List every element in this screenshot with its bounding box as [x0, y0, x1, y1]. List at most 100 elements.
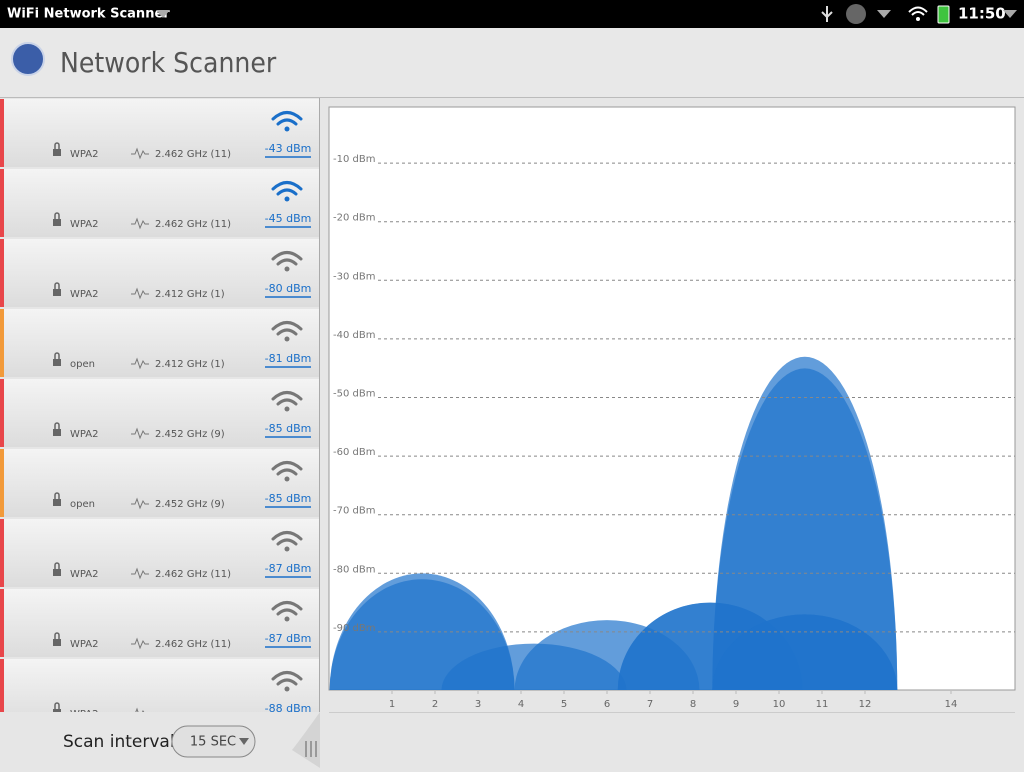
scan-interval-label: Scan interval:	[63, 732, 180, 752]
security-stripe	[0, 589, 4, 657]
header-title: Network Scanner	[60, 46, 277, 79]
lock-shackle	[54, 142, 60, 149]
lock-icon	[53, 359, 61, 366]
system-menu-arrow[interactable]	[1003, 10, 1017, 18]
frequency: 2.462 GHz (11)	[155, 639, 231, 650]
y-tick-label: -50 dBm	[333, 389, 375, 400]
x-tick-label: 14	[945, 699, 958, 710]
header	[0, 28, 1024, 98]
x-tick-label: 4	[518, 699, 524, 710]
lock-icon	[53, 499, 61, 506]
frequency-icon	[131, 637, 149, 650]
signal-dot	[284, 616, 290, 622]
scan-interval-value[interactable]: 15 SEC	[190, 735, 236, 750]
signal-dot	[284, 686, 290, 692]
x-tick-label: 2	[432, 699, 438, 710]
lock-shackle	[54, 352, 60, 359]
frequency-icon	[131, 147, 149, 160]
y-tick-label: -60 dBm	[333, 447, 375, 458]
lock-icon	[53, 289, 61, 296]
security-stripe	[0, 659, 4, 712]
security-stripe	[0, 309, 4, 377]
y-tick-label: -70 dBm	[333, 506, 375, 517]
y-tick-label: -30 dBm	[333, 271, 375, 282]
signal-icon	[271, 111, 303, 126]
security-stripe	[0, 519, 4, 587]
signal-dot	[284, 476, 290, 482]
signal-icon	[271, 461, 303, 476]
wifi-status-icon	[908, 6, 928, 16]
signal-icon	[271, 531, 303, 546]
x-tick-label: 6	[604, 699, 610, 710]
signal-strength: -43 dBm	[265, 142, 312, 155]
network-list: WPA2 2.462 GHz (11) -43 dBm WPA2 2.462 GHz (…	[0, 99, 319, 727]
x-tick-label: 12	[859, 699, 872, 710]
security-stripe	[0, 169, 4, 237]
signal-strength: -45 dBm	[265, 212, 312, 225]
lock-shackle	[54, 632, 60, 639]
signal-strength: -81 dBm	[265, 352, 312, 365]
drag-handle[interactable]	[292, 712, 320, 768]
signal-strength: -85 dBm	[265, 492, 312, 505]
lock-icon	[53, 639, 61, 646]
lock-icon	[53, 709, 61, 712]
signal-strength: -87 dBm	[265, 562, 312, 575]
app-menu-arrow[interactable]	[156, 10, 170, 18]
frequency: 2.462 GHz (11)	[155, 149, 231, 160]
x-tick-label: 7	[647, 699, 653, 710]
x-tick-label: 1	[389, 699, 395, 710]
signal-icon	[271, 671, 303, 686]
wifi-status-dot	[916, 17, 920, 21]
app-logo	[11, 42, 45, 76]
signal-icon	[271, 251, 303, 266]
security-stripe	[0, 379, 4, 447]
frequency: 2.452 GHz (9)	[155, 429, 225, 440]
security: open	[70, 499, 95, 510]
signal-icon	[271, 181, 303, 196]
app-name[interactable]: WiFi Network Scanner	[7, 7, 170, 22]
signal-dot	[284, 406, 290, 412]
y-tick-label: -10 dBm	[333, 154, 375, 165]
security: WPA2	[70, 289, 98, 300]
security: WPA2	[70, 709, 98, 720]
signal-icon	[271, 391, 303, 406]
x-tick-label: 9	[733, 699, 739, 710]
security: open	[70, 359, 95, 370]
signal-dot	[284, 266, 290, 272]
frequency: 2.412 GHz (1)	[155, 289, 225, 300]
security-stripe	[0, 99, 4, 167]
network-row[interactable]	[0, 659, 319, 727]
lock-shackle	[54, 492, 60, 499]
lock-shackle	[54, 282, 60, 289]
lock-icon	[53, 569, 61, 576]
frequency-icon	[131, 287, 149, 300]
usb-icon	[821, 6, 833, 22]
x-tick-label: 3	[475, 699, 481, 710]
picker-arrow[interactable]	[239, 738, 249, 745]
signal-icon	[271, 321, 303, 336]
scan-interval-picker[interactable]	[171, 725, 256, 758]
security-stripe	[0, 239, 4, 307]
signal-dot	[284, 126, 290, 132]
x-tick-label: 5	[561, 699, 567, 710]
lock-shackle	[54, 212, 60, 219]
chart-plot	[329, 356, 898, 690]
frequency-icon	[131, 497, 149, 510]
y-tick-label: -40 dBm	[333, 330, 375, 341]
sound-icon[interactable]	[846, 4, 866, 24]
lock-shackle	[54, 562, 60, 569]
footer	[0, 712, 320, 768]
security: WPA2	[70, 639, 98, 650]
signal-strength: -85 dBm	[265, 422, 312, 435]
signal-dot	[284, 546, 290, 552]
drag-grip[interactable]	[305, 741, 317, 757]
y-tick-label: -20 dBm	[333, 213, 375, 224]
sound-menu-arrow[interactable]	[877, 10, 891, 18]
y-tick-label: -90 dBm	[333, 623, 375, 634]
security: WPA2	[70, 219, 98, 230]
signal-dot	[284, 196, 290, 202]
frequency-icon	[131, 427, 149, 440]
signal-icon	[271, 601, 303, 616]
lock-icon	[53, 149, 61, 156]
